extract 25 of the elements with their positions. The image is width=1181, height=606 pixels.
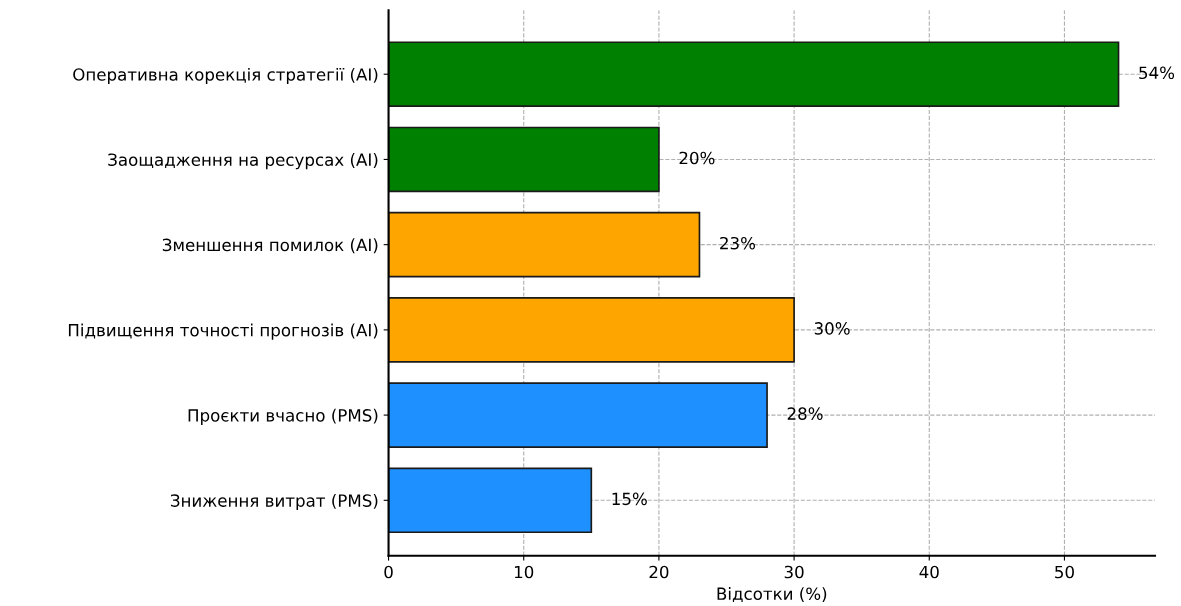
- bar: [388, 382, 768, 448]
- bar: [388, 211, 701, 278]
- bar: [388, 297, 795, 363]
- bar: [388, 41, 1120, 108]
- data-label: 23%: [720, 236, 756, 250]
- x-tick-label: 50: [1055, 565, 1074, 579]
- data-label: 54%: [1139, 66, 1175, 80]
- bar: [388, 126, 660, 193]
- x-axis-title: Відсотки (%): [717, 587, 827, 603]
- y-tick-label: Підвищення точності прогнозів (AI): [68, 323, 378, 340]
- x-tick-label: 0: [384, 565, 393, 579]
- data-label: 15%: [612, 492, 647, 506]
- x-tick-label: 10: [514, 565, 534, 579]
- y-tick-label: Зниження витрат (PMS): [170, 494, 378, 511]
- x-tick-label: 40: [919, 565, 939, 579]
- data-label: 30%: [814, 322, 850, 335]
- x-tick-label: 30: [784, 565, 804, 579]
- y-tick-label: Проєкти вчасно (PMS): [188, 408, 378, 425]
- data-label: 20%: [679, 151, 715, 165]
- bar: [388, 467, 593, 534]
- data-label: 28%: [787, 407, 823, 420]
- x-tick-label: 20: [649, 565, 669, 579]
- y-tick-label: Заощадження на ресурсах (AI): [108, 153, 378, 170]
- y-tick-label: Зменшення помилок (AI): [162, 238, 378, 254]
- y-tick-label: Оперативна корекція стратегії (AI): [73, 67, 378, 85]
